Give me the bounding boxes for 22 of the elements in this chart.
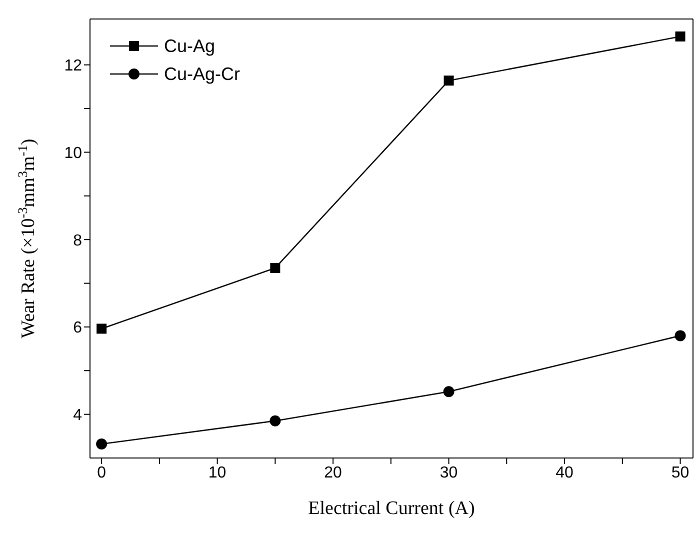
point [270, 262, 280, 273]
y-tick-label: 8 [73, 232, 82, 250]
x-tick-label: 20 [324, 464, 342, 482]
legend-label: Cu-Ag [164, 36, 216, 56]
x-axis-title: Electrical Current (A) [308, 498, 475, 519]
y-tick-label: 4 [73, 407, 82, 424]
y-tick-label: 6 [73, 320, 82, 337]
x-tick-label: 40 [556, 464, 574, 482]
y-tick-label: 12 [64, 58, 82, 75]
legend-label: Cu-Ag-Cr [164, 64, 240, 84]
y-tick-label: 10 [64, 144, 82, 162]
x-tick-label: 0 [97, 464, 106, 482]
point [270, 415, 281, 426]
point [96, 324, 107, 334]
point [674, 330, 686, 342]
point [675, 31, 686, 42]
point [444, 76, 454, 86]
x-tick-label: 50 [671, 464, 690, 482]
point [443, 386, 454, 398]
x-tick-label: 10 [208, 464, 226, 482]
point [96, 438, 108, 450]
x-tick-label: 30 [440, 464, 458, 482]
